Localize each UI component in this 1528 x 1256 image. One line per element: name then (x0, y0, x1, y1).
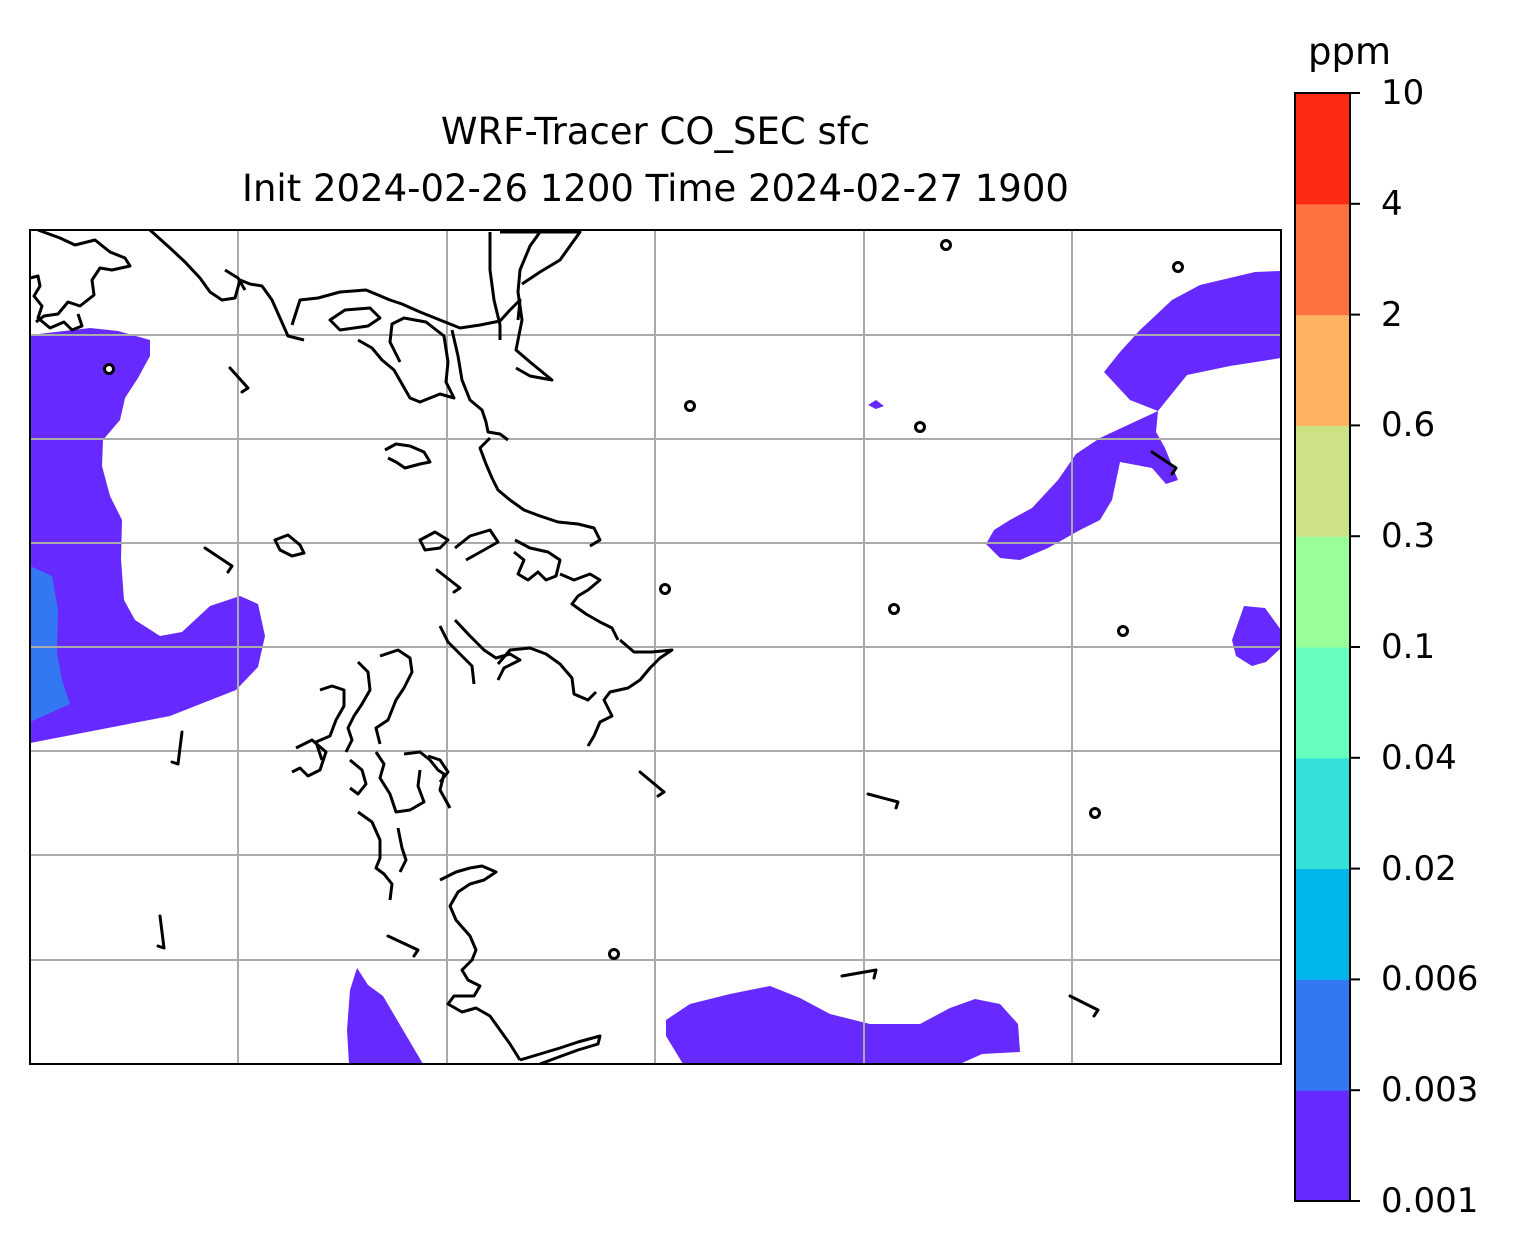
coastline-segment (291, 738, 328, 778)
colorbar-tick-label: 0.003 (1381, 1070, 1479, 1111)
wind-barbs (156, 366, 1178, 1018)
colorbar-segment (1295, 314, 1350, 426)
station-markers (103, 239, 1184, 960)
colorbar-tick-label: 0.04 (1381, 737, 1457, 778)
coastline-segment (512, 230, 582, 286)
station-marker (940, 239, 952, 251)
colorbar-segment (1295, 536, 1350, 648)
coastline-segment (374, 751, 426, 814)
colorbar-unit: ppm (1308, 30, 1392, 73)
coastline-segment (586, 638, 674, 747)
coastline-segment (396, 827, 408, 873)
coastline-segment (427, 754, 450, 783)
coastline-segment (290, 288, 522, 330)
wind-barb (386, 934, 420, 958)
contour-region (1104, 271, 1281, 411)
station-marker (684, 400, 696, 412)
coastline-segment (438, 625, 476, 685)
colorbar-segment (1295, 425, 1350, 537)
colorbar-segment (1295, 93, 1350, 205)
coastline-segment (513, 538, 562, 582)
contour-region (868, 400, 884, 409)
colorbar-segment (1295, 979, 1350, 1091)
wind-barb (1150, 450, 1178, 476)
coastline-segment (224, 268, 247, 291)
colorbar-tick-label: 0.6 (1381, 405, 1436, 446)
wind-barb (840, 968, 878, 980)
wind-barb (1068, 994, 1100, 1018)
coastline-segment (450, 329, 509, 442)
coastline-segment (418, 530, 450, 552)
contour-region (986, 411, 1178, 560)
coastline-segment (519, 1034, 602, 1064)
coastline-segment (273, 533, 306, 558)
colorbar-tick-label: 4 (1381, 183, 1403, 224)
station-marker (1172, 261, 1184, 273)
map-frame (29, 229, 1282, 1065)
colorbar-segments (1295, 93, 1350, 1202)
tracer-contour-fills (30, 271, 1281, 1064)
coastline-segment (374, 648, 414, 745)
contour-region (347, 968, 423, 1064)
coastline-segment (35, 230, 132, 324)
coastline-segment (314, 684, 346, 761)
colorbar-segment (1295, 1090, 1350, 1202)
contour-region (1232, 606, 1281, 666)
colorbar-segment (1295, 757, 1350, 870)
coastline-segment (496, 646, 598, 702)
coastline-segment (344, 660, 372, 753)
station-marker (888, 603, 900, 615)
colorbar-segment (1295, 647, 1350, 759)
coastline-segment (349, 758, 368, 796)
colorbar-tick-label: 0.3 (1381, 516, 1436, 557)
wind-barb (170, 730, 184, 766)
coastline-segment (439, 864, 522, 1061)
colorbar-tick-label: 2 (1381, 294, 1403, 335)
coastline-segment (559, 572, 620, 641)
coastline-segment (357, 316, 456, 404)
map-title-line2: Init 2024-02-26 1200 Time 2024-02-27 190… (242, 167, 1069, 210)
coastline-segment (30, 274, 84, 332)
colorbar-segment (1295, 868, 1350, 980)
coastlines (30, 230, 674, 1064)
coastline-segment (328, 306, 382, 332)
colorbar-tick-label: 10 (1381, 73, 1425, 113)
station-marker (608, 948, 620, 960)
wind-barb (866, 792, 900, 810)
wind-barb (156, 914, 166, 950)
coastline-segment (403, 750, 452, 809)
colorbar-tick-label: 0.1 (1381, 627, 1436, 667)
map-gridlines (30, 230, 1281, 1064)
coastline-segment (454, 528, 500, 562)
coastline-segment (488, 232, 502, 340)
wind-barb (435, 568, 462, 594)
contour-region (666, 986, 1020, 1064)
colorbar-tick-label: 0.001 (1381, 1181, 1479, 1221)
coastline-segment (478, 436, 602, 548)
station-marker (1089, 807, 1101, 819)
colorbar-tick-label: 0.02 (1381, 848, 1457, 889)
colorbar-tick-marks (1350, 92, 1360, 1202)
wind-barb (203, 546, 234, 574)
wind-barb (228, 366, 250, 394)
contour-region (30, 328, 265, 743)
station-marker (103, 363, 115, 375)
coastline-segment (500, 230, 554, 382)
colorbar-segment (1295, 203, 1350, 316)
map-title-line1: WRF-Tracer CO_SEC sfc (440, 110, 871, 153)
coastline-segment (384, 442, 432, 470)
wind-barb (638, 770, 666, 798)
colorbar-tick-label: 0.006 (1381, 959, 1479, 1000)
coastline-segment (148, 230, 305, 342)
contour-region (30, 566, 70, 722)
station-marker (1117, 625, 1129, 637)
station-marker (914, 421, 926, 433)
station-marker (659, 583, 671, 595)
coastline-segment (357, 810, 394, 901)
